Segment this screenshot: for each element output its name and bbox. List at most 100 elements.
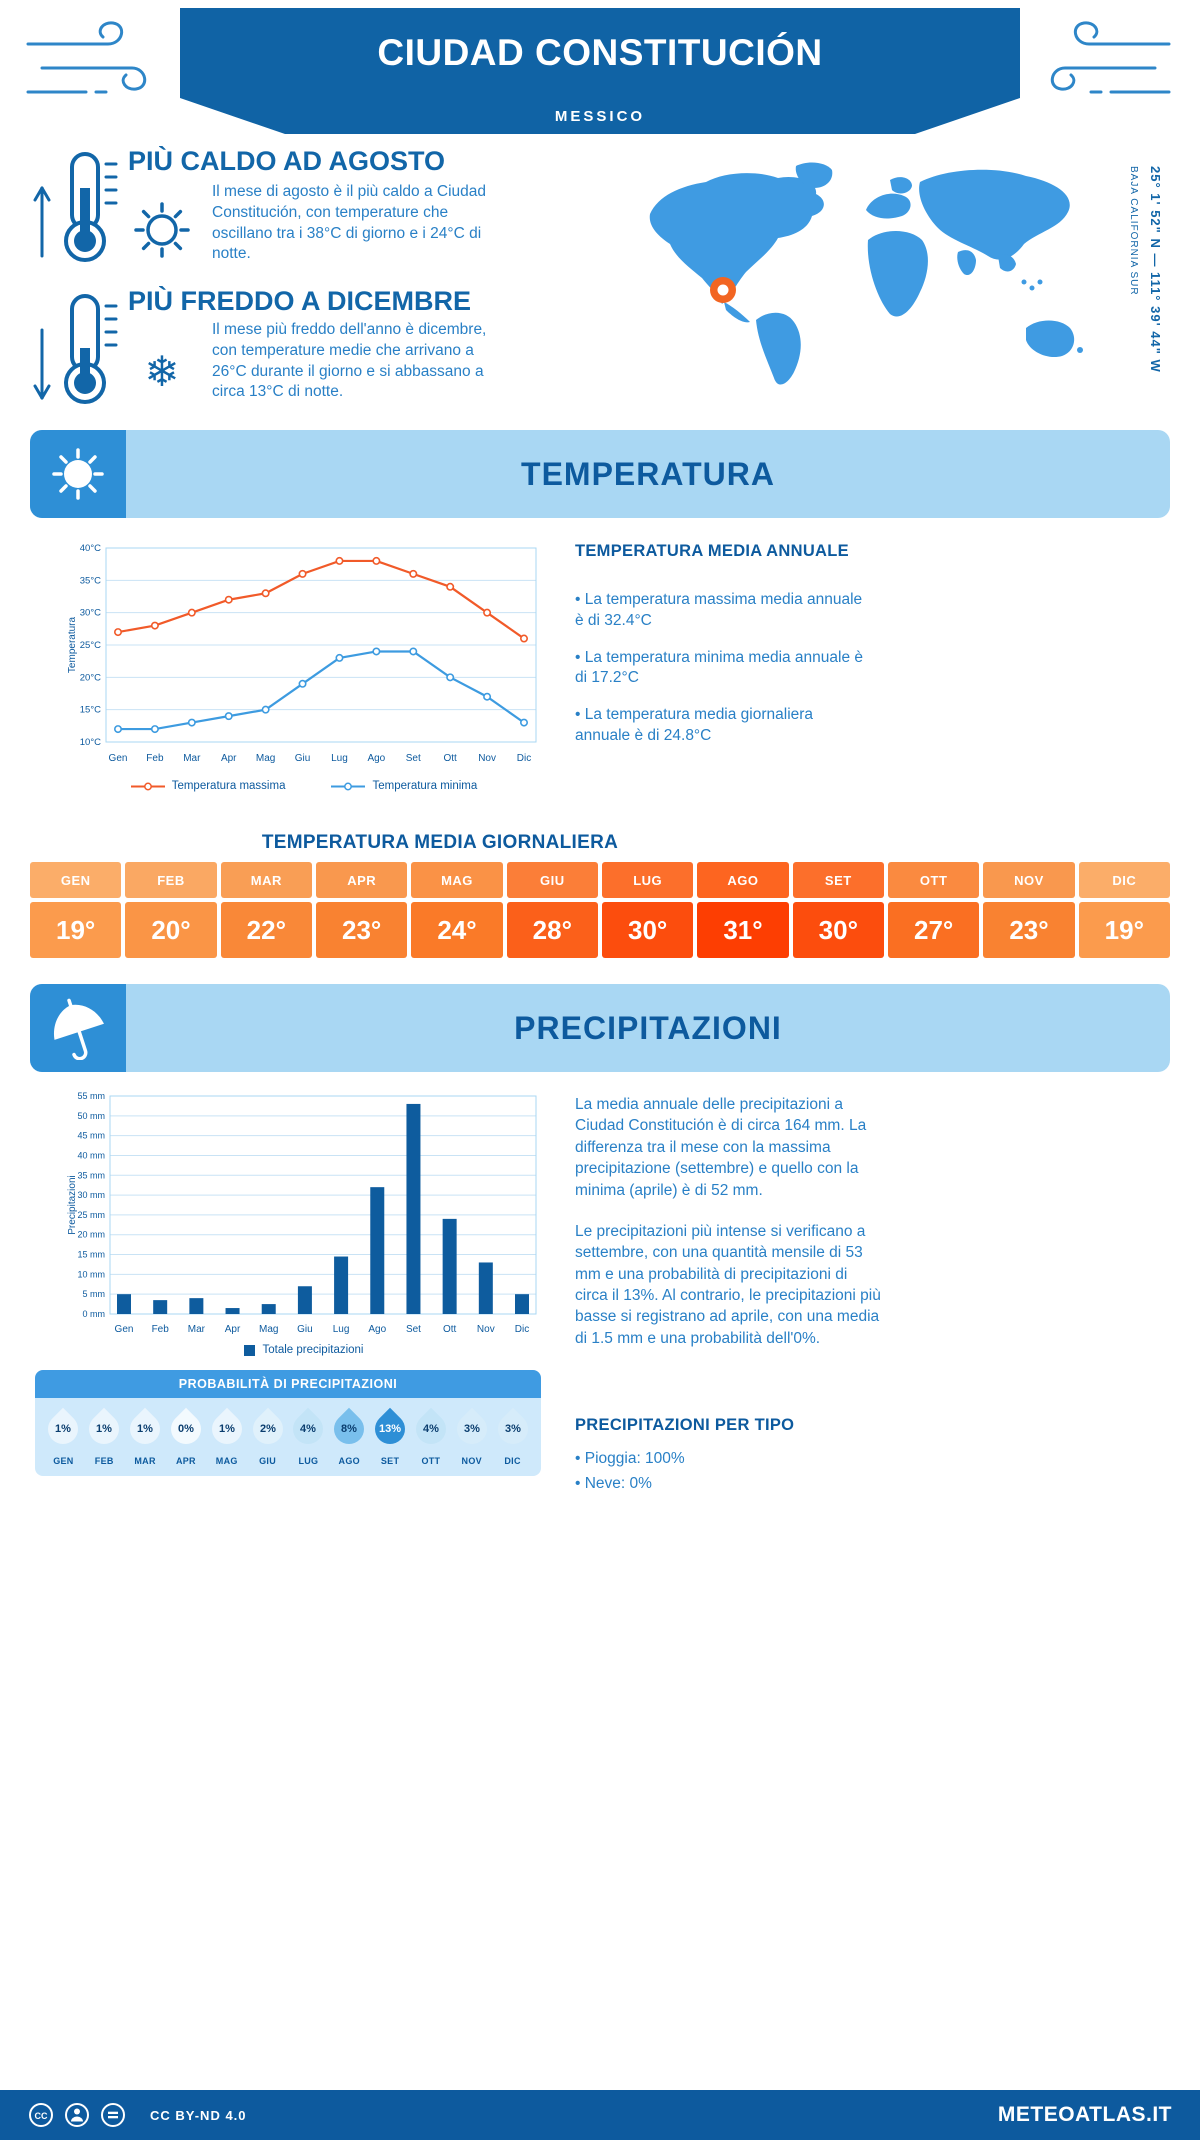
daily-temp-value: 28° bbox=[506, 902, 598, 958]
probability-month-label: SET bbox=[380, 1456, 400, 1466]
cold-thermometer-icon: ❄ bbox=[30, 290, 205, 413]
probability-month-label: MAR bbox=[134, 1456, 156, 1466]
svg-text:Apr: Apr bbox=[221, 753, 237, 764]
probability-month-label: AGO bbox=[338, 1456, 360, 1466]
no-derivatives-icon bbox=[108, 2111, 118, 2119]
precipitation-paragraph-2: Le precipitazioni più intense si verific… bbox=[575, 1222, 881, 1347]
raindrop-icon: 8% bbox=[328, 1407, 371, 1451]
precipitation-paragraph-1: La media annuale delle precipitazioni a … bbox=[575, 1096, 867, 1199]
probability-month-label: NOV bbox=[461, 1456, 482, 1466]
sun-glyph bbox=[134, 202, 190, 258]
y-axis-title: Precipitazioni bbox=[67, 1175, 78, 1234]
precipitation-probability-panel: PROBABILITÀ DI PRECIPITAZIONI 1% GEN 1% FEB… bbox=[35, 1370, 541, 1476]
license-text: CC BY-ND 4.0 bbox=[150, 2107, 247, 2123]
daily-temp-value: 23° bbox=[316, 902, 408, 958]
daily-temp-month-header: MAR bbox=[220, 862, 312, 898]
snowflake-glyph: ❄ bbox=[144, 348, 179, 395]
svg-text:20°C: 20°C bbox=[80, 672, 101, 683]
svg-text:40°C: 40°C bbox=[80, 543, 101, 554]
cc-icon: CC bbox=[35, 2111, 48, 2121]
bullet-annual-max: • La temperatura massima media annuale è… bbox=[575, 591, 863, 629]
daily-temp-month-header: GIU bbox=[506, 862, 598, 898]
svg-text:35 mm: 35 mm bbox=[77, 1170, 105, 1180]
raindrop-icon: 4% bbox=[287, 1407, 330, 1451]
gridlines bbox=[106, 547, 536, 743]
svg-text:Ott: Ott bbox=[444, 753, 458, 764]
page-title: CIUDAD CONSTITUCIÓN bbox=[377, 32, 823, 73]
raindrop-icon: 3% bbox=[491, 1407, 534, 1451]
svg-text:45 mm: 45 mm bbox=[77, 1131, 105, 1141]
probability-month-label: FEB bbox=[94, 1456, 114, 1466]
snow-type-line: • Neve: 0% bbox=[575, 1475, 652, 1492]
probability-month-column: 1% FEB bbox=[83, 1407, 126, 1466]
svg-text:Set: Set bbox=[406, 753, 421, 764]
svg-text:Ago: Ago bbox=[367, 753, 385, 764]
daily-temp-month-header: AGO bbox=[697, 862, 789, 898]
wind-icon-left bbox=[20, 16, 165, 121]
raindrop-icon: 1% bbox=[42, 1407, 85, 1451]
svg-text:Feb: Feb bbox=[146, 753, 164, 764]
svg-text:Gen: Gen bbox=[109, 753, 128, 764]
svg-text:Ott: Ott bbox=[443, 1324, 457, 1335]
daily-temp-value: 27° bbox=[888, 902, 980, 958]
probability-month-column: 4% LUG bbox=[287, 1407, 330, 1466]
svg-text:Ago: Ago bbox=[368, 1324, 386, 1335]
svg-text:Apr: Apr bbox=[225, 1324, 241, 1335]
daily-temp-month-header: DIC bbox=[1078, 862, 1170, 898]
svg-text:30°C: 30°C bbox=[80, 608, 101, 619]
svg-text:15°C: 15°C bbox=[80, 705, 101, 716]
probability-month-label: GIU bbox=[259, 1456, 277, 1466]
probability-month-label: OTT bbox=[421, 1456, 441, 1466]
daily-temp-value: 19° bbox=[1078, 902, 1170, 958]
daily-temp-value: 23° bbox=[983, 902, 1075, 958]
daily-temp-month-header: APR bbox=[316, 862, 408, 898]
annual-temperature-bullets: • La temperatura massima media annuale è… bbox=[575, 590, 871, 763]
probability-month-label: GEN bbox=[53, 1456, 74, 1466]
temperature-section-title: TEMPERATURA bbox=[521, 455, 775, 492]
probability-month-column: 1% MAG bbox=[205, 1407, 248, 1466]
svg-text:Set: Set bbox=[406, 1324, 421, 1335]
svg-text:Dic: Dic bbox=[515, 1324, 529, 1335]
svg-text:Lug: Lug bbox=[331, 753, 348, 764]
wind-icon-right bbox=[1032, 16, 1177, 121]
probability-month-column: 3% DIC bbox=[491, 1407, 534, 1466]
probability-month-column: 8% AGO bbox=[328, 1407, 371, 1466]
sun-icon bbox=[30, 430, 126, 518]
country-subtitle: MESSICO bbox=[554, 107, 646, 125]
x-axis-labels: Gen Feb Mar Apr Mag Giu Lug Ago Set Ott Nov Dic bbox=[109, 753, 532, 764]
map-coordinates: 25° 1' 52" N — 111° 39' 44" W bbox=[1148, 166, 1163, 373]
svg-text:25 mm: 25 mm bbox=[77, 1210, 105, 1220]
svg-text:10°C: 10°C bbox=[80, 737, 101, 748]
probability-month-label: APR bbox=[175, 1456, 196, 1466]
series-temperatura-massima bbox=[113, 556, 528, 643]
x-axis-labels: Gen Feb Mar Apr Mag Giu Lug Ago Set Ott Nov Dic bbox=[115, 1324, 530, 1335]
probability-grid: 1% GEN 1% FEB 1% MAR 0% APR 1% MAG 2% GIU 4% LUG 8% AGO… bbox=[35, 1398, 541, 1476]
header-title-band: CIUDAD CONSTITUCIÓN bbox=[180, 8, 1020, 98]
daily-temp-value: 24° bbox=[411, 902, 503, 958]
probability-month-column: 3% NOV bbox=[450, 1407, 493, 1466]
probability-month-label: LUG bbox=[298, 1456, 319, 1466]
daily-temp-value: 19° bbox=[30, 902, 122, 958]
header-subtitle-ribbon: MESSICO bbox=[180, 98, 1020, 134]
svg-text:Dic: Dic bbox=[517, 753, 531, 764]
cc-license-icons: CC bbox=[29, 2103, 125, 2127]
svg-text:30 mm: 30 mm bbox=[77, 1190, 105, 1200]
license-block: CC CC BY-ND 4.0 bbox=[28, 2102, 247, 2128]
plot-border bbox=[105, 547, 537, 743]
probability-month-column: 4% OTT bbox=[409, 1407, 453, 1466]
y-axis-labels: 0 mm 5 mm 10 mm 15 mm 20 mm 25 mm 30 mm 35 mm 40… bbox=[77, 1091, 105, 1319]
legend-item: Temperatura minima bbox=[331, 780, 477, 792]
world-map bbox=[628, 152, 1108, 392]
raindrop-icon: 13% bbox=[368, 1407, 412, 1451]
bullet-annual-mean: • La temperatura media giornaliera annua… bbox=[575, 706, 814, 744]
raindrop-icon: 1% bbox=[205, 1407, 248, 1451]
daily-temp-value: 31° bbox=[697, 902, 789, 958]
svg-text:35°C: 35°C bbox=[80, 575, 101, 586]
svg-text:Mar: Mar bbox=[183, 753, 201, 764]
temperature-line-chart: 10°C 15°C 20°C 25°C 30°C 35°C 40°C Gen Feb Mar Apr… bbox=[64, 540, 544, 772]
svg-text:Giu: Giu bbox=[295, 753, 311, 764]
legend-item: Totale precipitazioni bbox=[244, 1344, 364, 1356]
hot-month-title: PIÙ CALDO AD AGOSTO bbox=[128, 146, 446, 176]
probability-month-label: MAG bbox=[215, 1456, 238, 1466]
footer: CC CC BY-ND 4.0 METEOATLAS.IT bbox=[0, 2090, 1200, 2140]
